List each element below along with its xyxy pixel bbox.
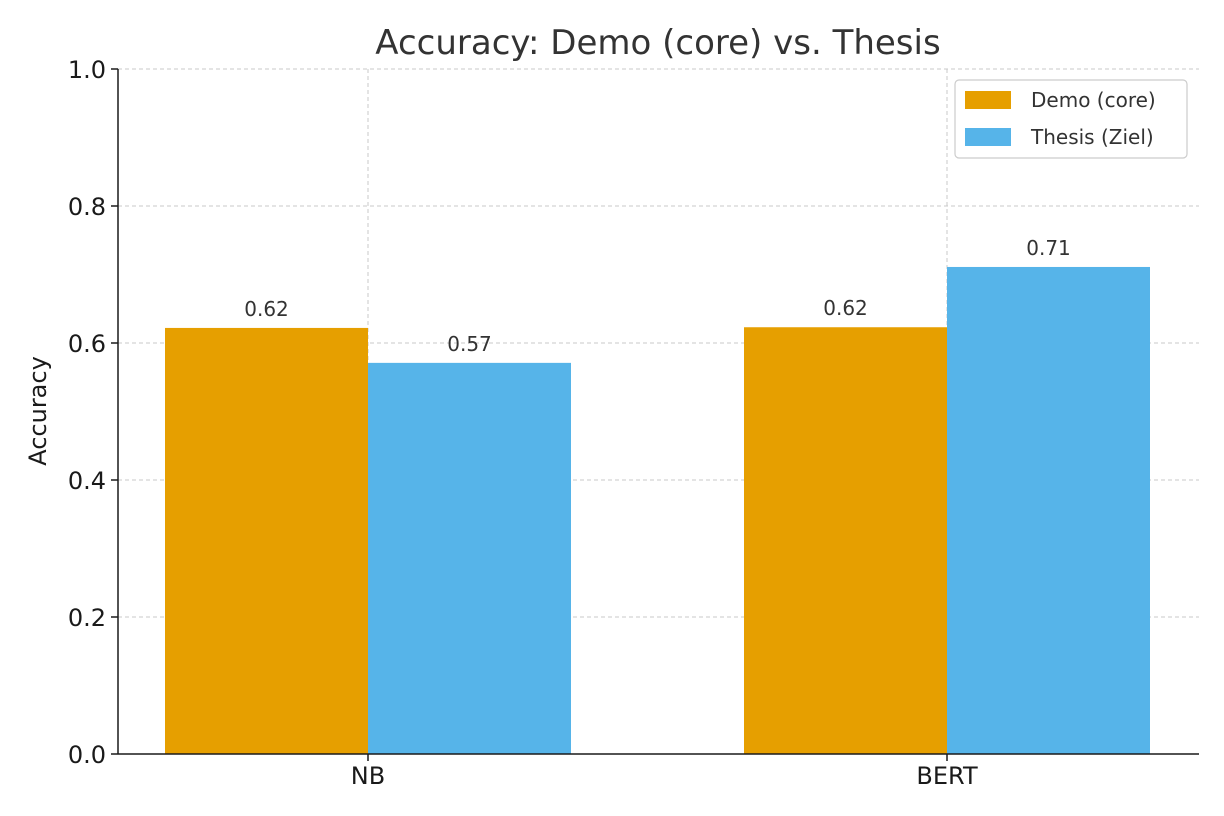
data-labels: 0.62 0.62 0.57 0.71 xyxy=(244,236,1071,356)
y-tick-label: 0.2 xyxy=(68,604,106,632)
bar-demo-nb xyxy=(165,327,368,754)
bar-demo-bert xyxy=(744,327,947,754)
y-tick-label: 0.8 xyxy=(68,193,106,221)
legend-label-thesis: Thesis (Ziel) xyxy=(1030,125,1154,149)
y-tick-label: 0.6 xyxy=(68,330,106,358)
data-label: 0.62 xyxy=(244,297,289,321)
legend-swatch-thesis xyxy=(965,128,1011,146)
bar-thesis-bert xyxy=(947,266,1150,754)
bar-thesis-nb xyxy=(368,362,571,754)
ticks: 0.0 0.2 0.4 0.6 0.8 1.0 NB BERT xyxy=(68,56,978,790)
y-tick-label: 0.0 xyxy=(68,741,106,769)
y-tick-label: 0.4 xyxy=(68,467,106,495)
x-tick-label: NB xyxy=(351,762,385,790)
y-axis-label: Accuracy xyxy=(24,356,52,466)
legend-swatch-demo xyxy=(965,91,1011,109)
legend-frame xyxy=(954,79,1188,159)
chart-title: Accuracy: Demo (core) vs. Thesis xyxy=(375,23,940,63)
legend-label-demo: Demo (core) xyxy=(1031,88,1156,112)
bars xyxy=(165,266,1150,754)
legend: Demo (core) Thesis (Ziel) xyxy=(954,79,1188,159)
x-tick-label: BERT xyxy=(916,762,978,790)
data-label: 0.71 xyxy=(1026,236,1071,260)
axes xyxy=(117,69,1199,755)
y-tick-label: 1.0 xyxy=(68,56,106,84)
data-label: 0.62 xyxy=(823,296,868,320)
data-label: 0.57 xyxy=(447,332,492,356)
